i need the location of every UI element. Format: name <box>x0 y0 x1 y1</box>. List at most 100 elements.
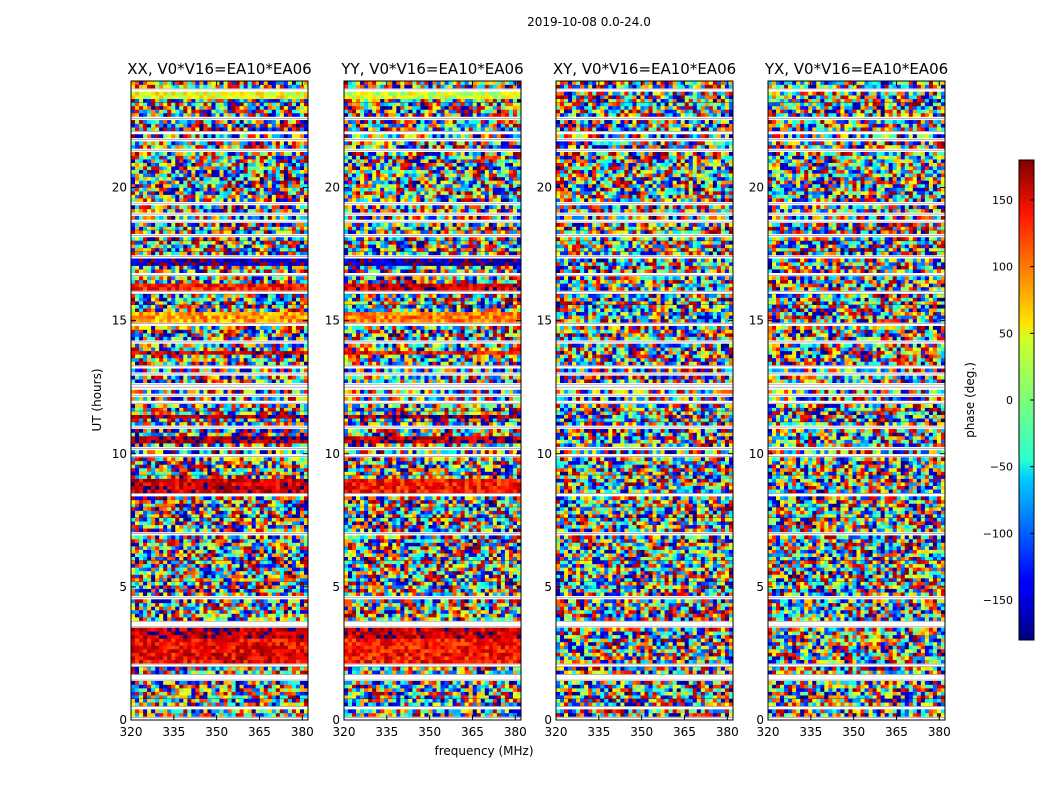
heatmap-cell <box>288 692 292 696</box>
heatmap-cell <box>211 610 215 614</box>
heatmap-cell <box>163 692 167 696</box>
heatmap-cell <box>244 709 248 713</box>
heatmap-cell <box>143 603 147 607</box>
heatmap-cell <box>191 589 195 593</box>
heatmap-cell <box>175 550 179 554</box>
heatmap-cell <box>203 699 207 703</box>
heatmap-cell <box>292 599 296 603</box>
heatmap-cell <box>292 667 296 671</box>
heatmap-cell <box>232 603 236 607</box>
heatmap-cell <box>288 557 292 561</box>
heatmap-cell <box>135 685 139 689</box>
heatmap-cell <box>224 645 228 649</box>
heatmap-cell <box>147 610 151 614</box>
heatmap-cell <box>143 592 147 596</box>
heatmap-cell <box>256 546 260 550</box>
heatmap-cell <box>296 702 300 706</box>
heatmap-cell <box>211 702 215 706</box>
heatmap-cell <box>215 550 219 554</box>
heatmap-cell <box>236 667 240 671</box>
heatmap-cell <box>272 635 276 639</box>
heatmap-cell <box>228 571 232 575</box>
heatmap-cell <box>175 599 179 603</box>
heatmap-cell <box>252 582 256 586</box>
heatmap-cell <box>139 692 143 696</box>
heatmap-cell <box>163 564 167 568</box>
heatmap-cell <box>300 550 304 554</box>
heatmap-cell <box>147 713 151 717</box>
heatmap-cell <box>167 638 171 642</box>
heatmap-cell <box>232 571 236 575</box>
heatmap-cell <box>163 557 167 561</box>
heatmap-cell <box>300 635 304 639</box>
heatmap-cell <box>300 564 304 568</box>
heatmap-cell <box>244 670 248 674</box>
heatmap-cell <box>252 574 256 578</box>
heatmap-cell <box>203 560 207 564</box>
heatmap-cell <box>232 550 236 554</box>
heatmap-cell <box>276 617 280 621</box>
heatmap-cell <box>155 614 159 618</box>
heatmap-cell <box>252 603 256 607</box>
heatmap-cell <box>207 638 211 642</box>
heatmap-cell <box>288 631 292 635</box>
heatmap-cell <box>268 606 272 610</box>
heatmap-cell <box>252 635 256 639</box>
heatmap-cell <box>256 642 260 646</box>
heatmap-cell <box>167 631 171 635</box>
heatmap-cell <box>143 574 147 578</box>
heatmap-cell <box>139 702 143 706</box>
heatmap-cell <box>248 553 252 557</box>
heatmap-cell <box>167 649 171 653</box>
heatmap-cell <box>155 660 159 664</box>
heatmap-cell <box>260 550 264 554</box>
heatmap-cell <box>220 589 224 593</box>
heatmap-cell <box>163 614 167 618</box>
heatmap-cell <box>191 688 195 692</box>
heatmap-cell <box>191 660 195 664</box>
heatmap-cell <box>220 628 224 632</box>
heatmap-cell <box>288 614 292 618</box>
heatmap-cell <box>236 660 240 664</box>
heatmap-cell <box>300 610 304 614</box>
heatmap-cell <box>211 564 215 568</box>
heatmap-cell <box>171 670 175 674</box>
heatmap-cell <box>147 670 151 674</box>
heatmap-cell <box>195 685 199 689</box>
heatmap-cell <box>175 553 179 557</box>
heatmap-cell <box>155 713 159 717</box>
heatmap-cell <box>135 582 139 586</box>
heatmap-cell <box>288 582 292 586</box>
heatmap-cell <box>268 567 272 571</box>
heatmap-cell <box>244 571 248 575</box>
heatmap-cell <box>288 713 292 717</box>
heatmap-cell <box>155 582 159 586</box>
heatmap-cell <box>171 592 175 596</box>
heatmap-cell <box>232 635 236 639</box>
heatmap-cell <box>224 582 228 586</box>
heatmap-cell <box>224 702 228 706</box>
heatmap-cell <box>147 635 151 639</box>
heatmap-cell <box>203 567 207 571</box>
heatmap-cell <box>272 564 276 568</box>
heatmap-cell <box>163 592 167 596</box>
heatmap-cell <box>191 681 195 685</box>
heatmap-cell <box>175 699 179 703</box>
heatmap-cell <box>276 685 280 689</box>
heatmap-cell <box>264 592 268 596</box>
heatmap-cell <box>179 660 183 664</box>
heatmap-cell <box>252 617 256 621</box>
heatmap-cell <box>276 645 280 649</box>
heatmap-cell <box>260 553 264 557</box>
heatmap-cell <box>300 688 304 692</box>
heatmap-cell <box>175 564 179 568</box>
heatmap-cell <box>264 582 268 586</box>
heatmap-cell <box>203 617 207 621</box>
heatmap-cell <box>135 617 139 621</box>
heatmap-cell <box>147 699 151 703</box>
heatmap-cell <box>135 557 139 561</box>
heatmap-cell <box>155 709 159 713</box>
heatmap-cell <box>183 546 187 550</box>
heatmap-cell <box>171 631 175 635</box>
heatmap-cell <box>248 635 252 639</box>
